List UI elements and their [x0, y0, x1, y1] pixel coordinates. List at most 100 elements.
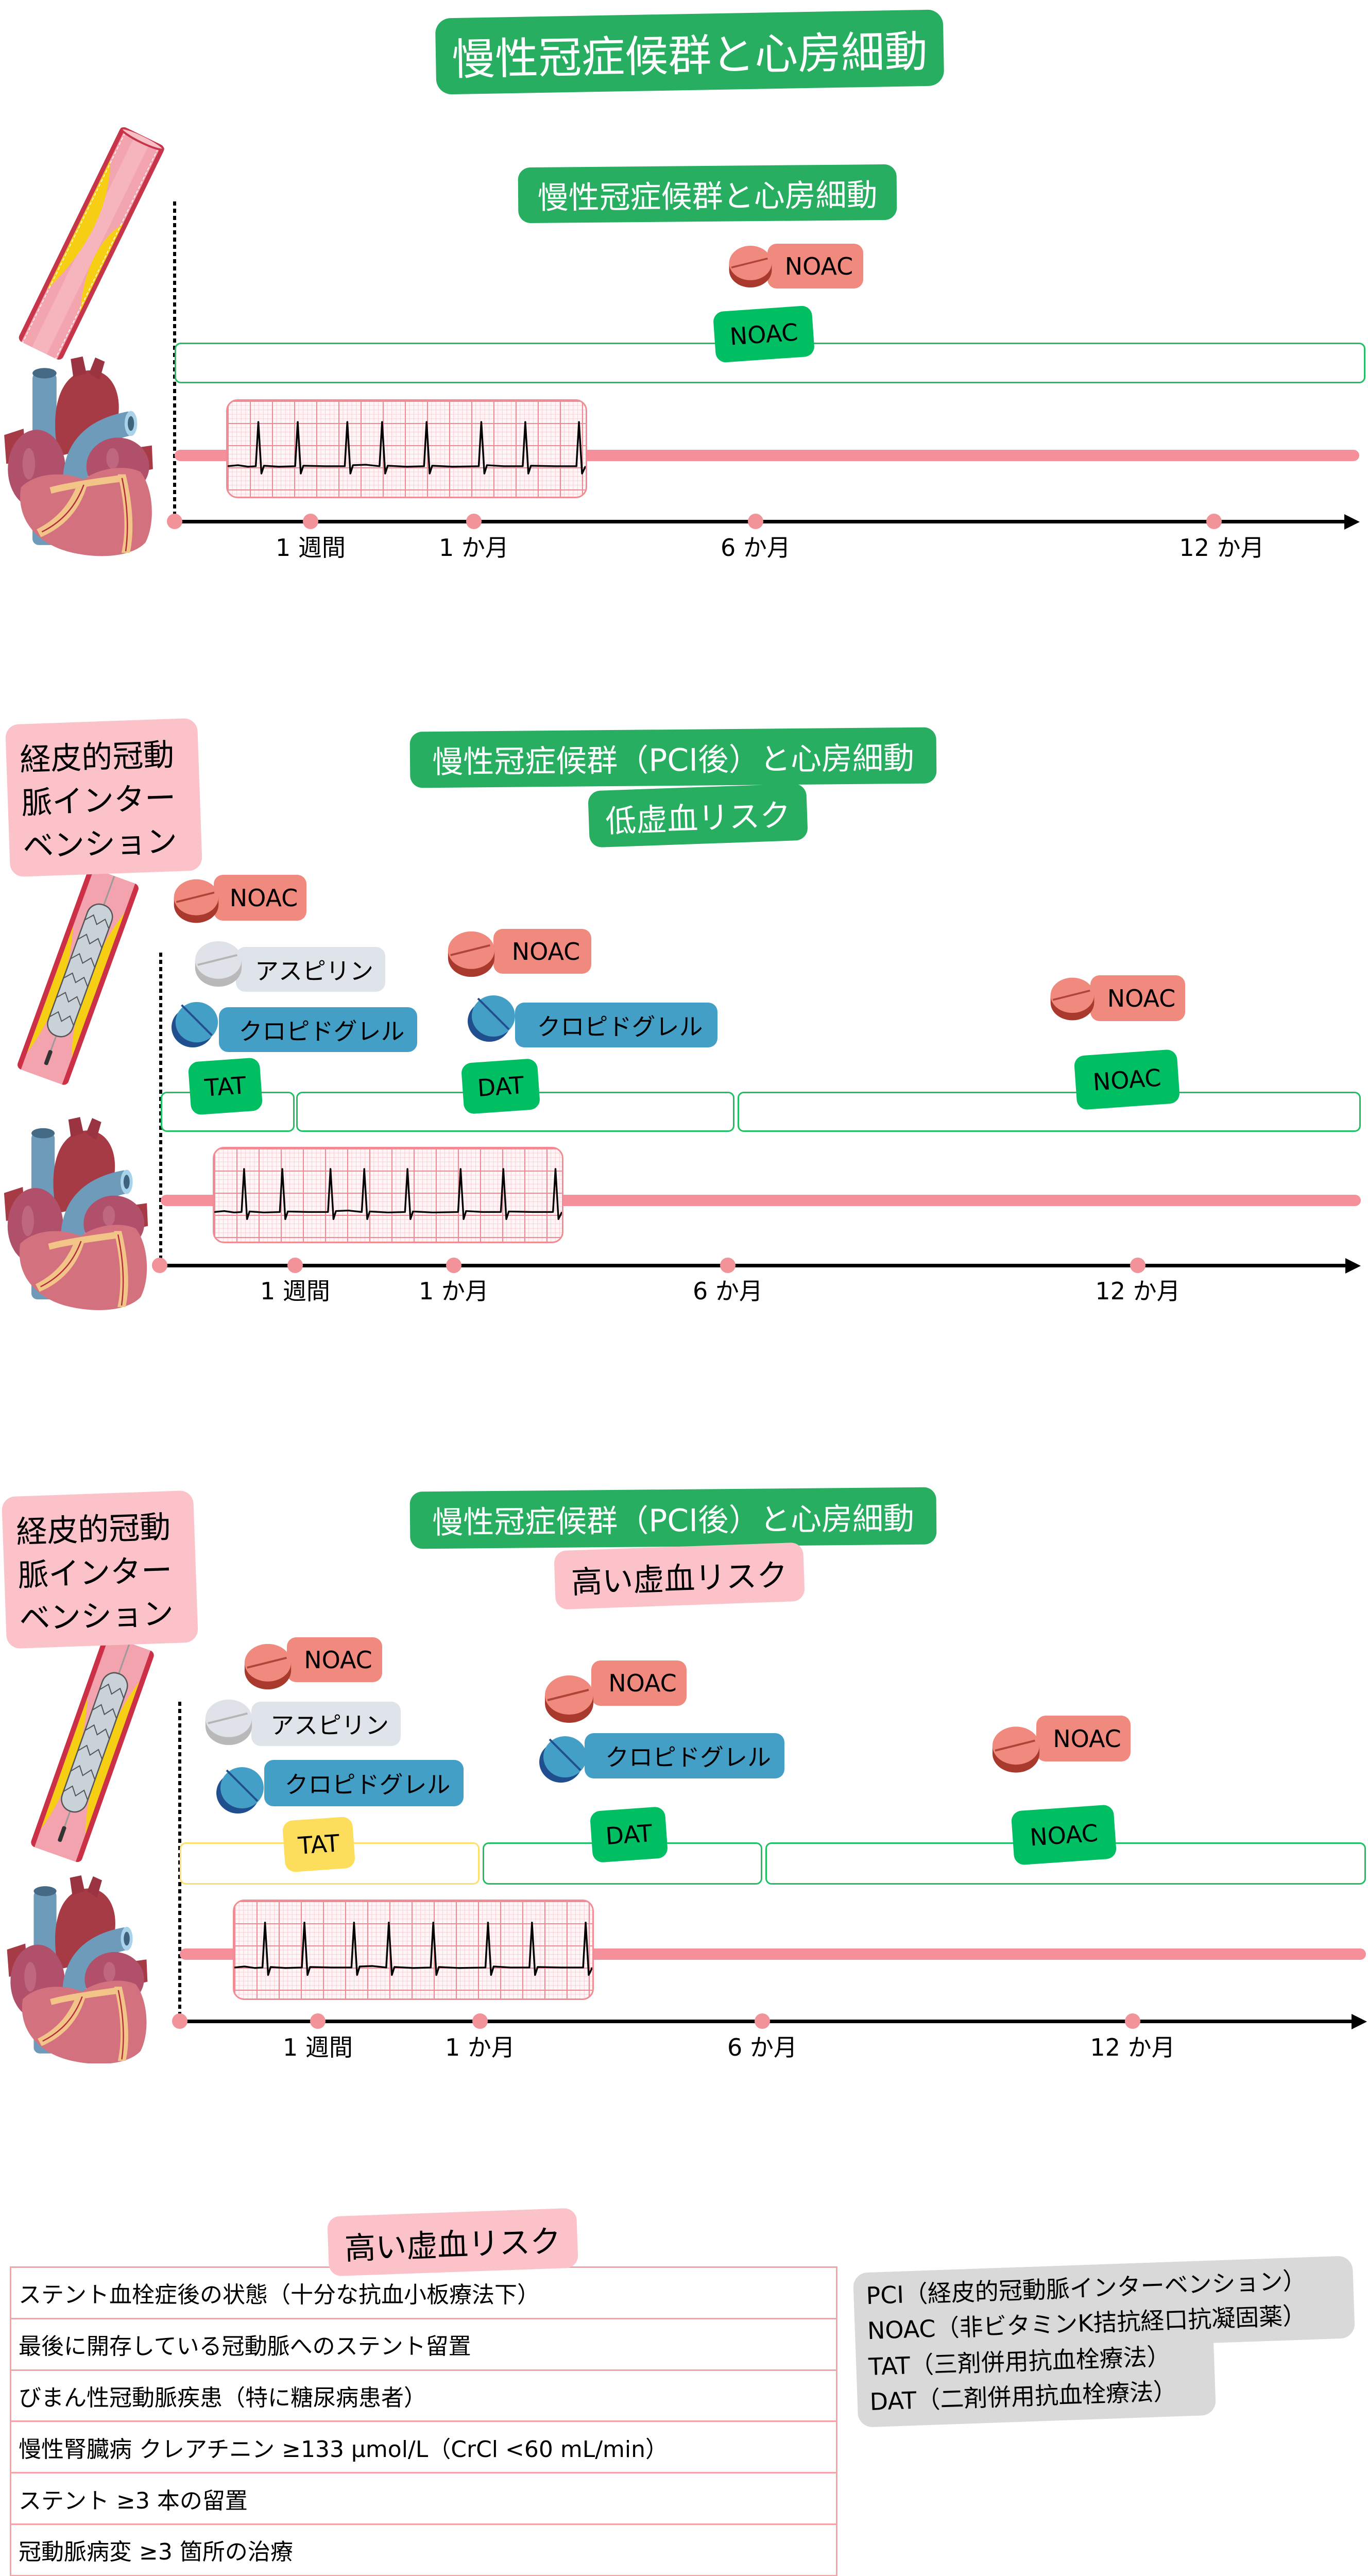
tick-label-1week: 1 週間: [260, 1277, 330, 1305]
phase-tag-tat: TAT: [282, 1816, 356, 1873]
panel-2-subtitle-low-risk: 低虚血リスク: [588, 783, 808, 848]
drug-label-noac: NOAC: [287, 1637, 382, 1682]
time-axis: [160, 1264, 1346, 1267]
high-risk-table-title: 高い虚血リスク: [327, 2208, 578, 2277]
phase-tag-noac: NOAC: [1073, 1049, 1181, 1110]
drug-label-clopidogrel: クロピドグレル: [264, 1760, 464, 1806]
tick-label-6months: 6 か月: [727, 2033, 797, 2061]
artery-stent-icon: [16, 867, 140, 1087]
axis-dot-6months: [755, 2013, 770, 2029]
tick-label-1week: 1 週間: [283, 2033, 353, 2061]
noac-tablet-icon: [728, 242, 773, 291]
axis-arrow-icon: [1352, 2014, 1367, 2029]
procedure-label-line: ベンション: [19, 1596, 175, 1637]
axis-dot-6months: [720, 1258, 736, 1273]
panel-3-subtitle-high-risk: 高い虚血リスク: [554, 1542, 805, 1610]
ecg-trace-icon: [234, 1901, 592, 1998]
heart-icon: [0, 1875, 155, 2063]
noac-tablet-icon: [173, 876, 220, 926]
tick-label-12months: 12 か月: [1095, 1277, 1181, 1305]
table-row: びまん性冠動脈疾患（特に糖尿病患者）: [11, 2371, 836, 2422]
drug-label-clopidogrel: クロピドグレル: [515, 1003, 717, 1047]
ecg-strip-af: [213, 1147, 563, 1243]
heart-icon: [0, 1115, 152, 1311]
drug-label-noac: NOAC: [591, 1660, 687, 1706]
phase-tag-noac: NOAC: [712, 305, 815, 363]
drug-label-noac: NOAC: [493, 929, 591, 974]
clopidogrel-tablet-icon: [538, 1731, 590, 1785]
procedure-label-line: 脈インター: [21, 780, 177, 822]
noac-tablet-icon: [243, 1641, 293, 1692]
axis-dot-1week: [310, 2013, 326, 2029]
tick-label-12months: 12 か月: [1179, 534, 1264, 562]
tick-label-1week: 1 週間: [276, 534, 346, 562]
drug-label-clopidogrel: クロピドグレル: [219, 1007, 417, 1052]
clopidogrel-tablet-icon: [170, 997, 221, 1049]
ecg-strip-af: [226, 399, 587, 498]
procedure-label-line: ベンション: [22, 823, 178, 865]
table-row: 最後に開存している冠動脈へのステント留置: [11, 2319, 836, 2371]
high-risk-table: ステント血栓症後の状態（十分な抗血小板療法下） 最後に開存している冠動脈へのステ…: [10, 2266, 837, 2576]
table-row: 冠動脈病変 ≥3 箇所の治療: [11, 2525, 836, 2576]
axis-arrow-icon: [1344, 514, 1360, 530]
tick-label-1month: 1 か月: [439, 534, 509, 562]
axis-dot-6months: [748, 514, 763, 529]
procedure-label-pci: 経皮的冠動 脈インター ベンション: [5, 718, 203, 877]
ecg-strip-af: [233, 1900, 594, 2000]
aspirin-tablet-icon: [194, 939, 243, 989]
artery-stent-icon: [29, 1634, 155, 1863]
axis-dot-start: [167, 514, 182, 529]
panel-1-title: 慢性冠症候群と心房細動: [518, 164, 897, 224]
procedure-label-line: 経皮的冠動: [15, 1509, 172, 1551]
drug-label-noac: NOAC: [1036, 1716, 1131, 1761]
noac-tablet-icon: [1049, 974, 1096, 1024]
clopidogrel-tablet-icon: [467, 991, 518, 1043]
procedure-label-line: 経皮的冠動: [19, 737, 175, 778]
axis-dot-12months: [1206, 514, 1222, 529]
table-row: ステント ≥3 本の留置: [11, 2473, 836, 2525]
tick-label-1month: 1 か月: [445, 2033, 515, 2061]
tick-label-1month: 1 か月: [419, 1277, 489, 1305]
axis-dot-1month: [466, 514, 482, 529]
drug-label-noac: NOAC: [214, 875, 306, 921]
abbreviation-legend: PCI（経皮的冠動脈インターベンション） NOAC（非ビタミンK拮抗経口抗凝固薬…: [853, 2256, 1358, 2428]
phase-box-noac: [738, 1092, 1361, 1132]
phase-tag-noac: NOAC: [1011, 1804, 1117, 1866]
tick-label-12months: 12 か月: [1090, 2033, 1175, 2061]
phase-tag-tat: TAT: [187, 1057, 263, 1115]
drug-label-clopidogrel: クロピドグレル: [585, 1733, 784, 1778]
ecg-trace-icon: [214, 1148, 562, 1242]
table-row: ステント血栓症後の状態（十分な抗血小板療法下）: [11, 2268, 836, 2319]
panel-3-title: 慢性冠症候群（PCI後）と心房細動: [409, 1487, 937, 1549]
phase-tag-dat: DAT: [460, 1058, 541, 1115]
axis-dot-1week: [287, 1258, 303, 1273]
noac-tablet-icon: [991, 1724, 1041, 1775]
axis-dot-1week: [303, 514, 318, 529]
axis-dot-12months: [1130, 1258, 1145, 1273]
ecg-trace-icon: [228, 401, 586, 497]
axis-dot-12months: [1125, 2013, 1140, 2029]
aspirin-tablet-icon: [204, 1697, 253, 1748]
drug-label-aspirin: アスピリン: [236, 947, 385, 992]
procedure-label-pci: 経皮的冠動 脈インター ベンション: [1, 1490, 199, 1649]
panel-2-title: 慢性冠症候群（PCI後）と心房細動: [409, 727, 937, 788]
drug-label-noac: NOAC: [767, 244, 863, 289]
table-row: 慢性腎臓病 クレアチニン ≥133 µmol/L（CrCl <60 mL/min…: [11, 2422, 836, 2474]
tick-label-6months: 6 か月: [721, 534, 791, 562]
noac-tablet-icon: [447, 929, 496, 979]
axis-dot-start: [172, 2013, 187, 2029]
main-title: 慢性冠症候群と心房細動: [435, 9, 945, 95]
drug-label-noac: NOAC: [1090, 975, 1185, 1021]
procedure-label-line: 脈インター: [17, 1552, 173, 1594]
axis-arrow-icon: [1345, 1258, 1361, 1274]
axis-dot-1month: [472, 2013, 488, 2029]
axis-dot-1month: [446, 1258, 461, 1273]
axis-dot-start: [152, 1258, 167, 1273]
phase-tag-dat: DAT: [589, 1806, 669, 1863]
noac-tablet-icon: [541, 1673, 597, 1725]
artery-plaque-icon: [17, 126, 165, 362]
heart-icon: [0, 355, 157, 556]
clopidogrel-tablet-icon: [215, 1763, 267, 1815]
tick-label-6months: 6 か月: [693, 1277, 763, 1305]
